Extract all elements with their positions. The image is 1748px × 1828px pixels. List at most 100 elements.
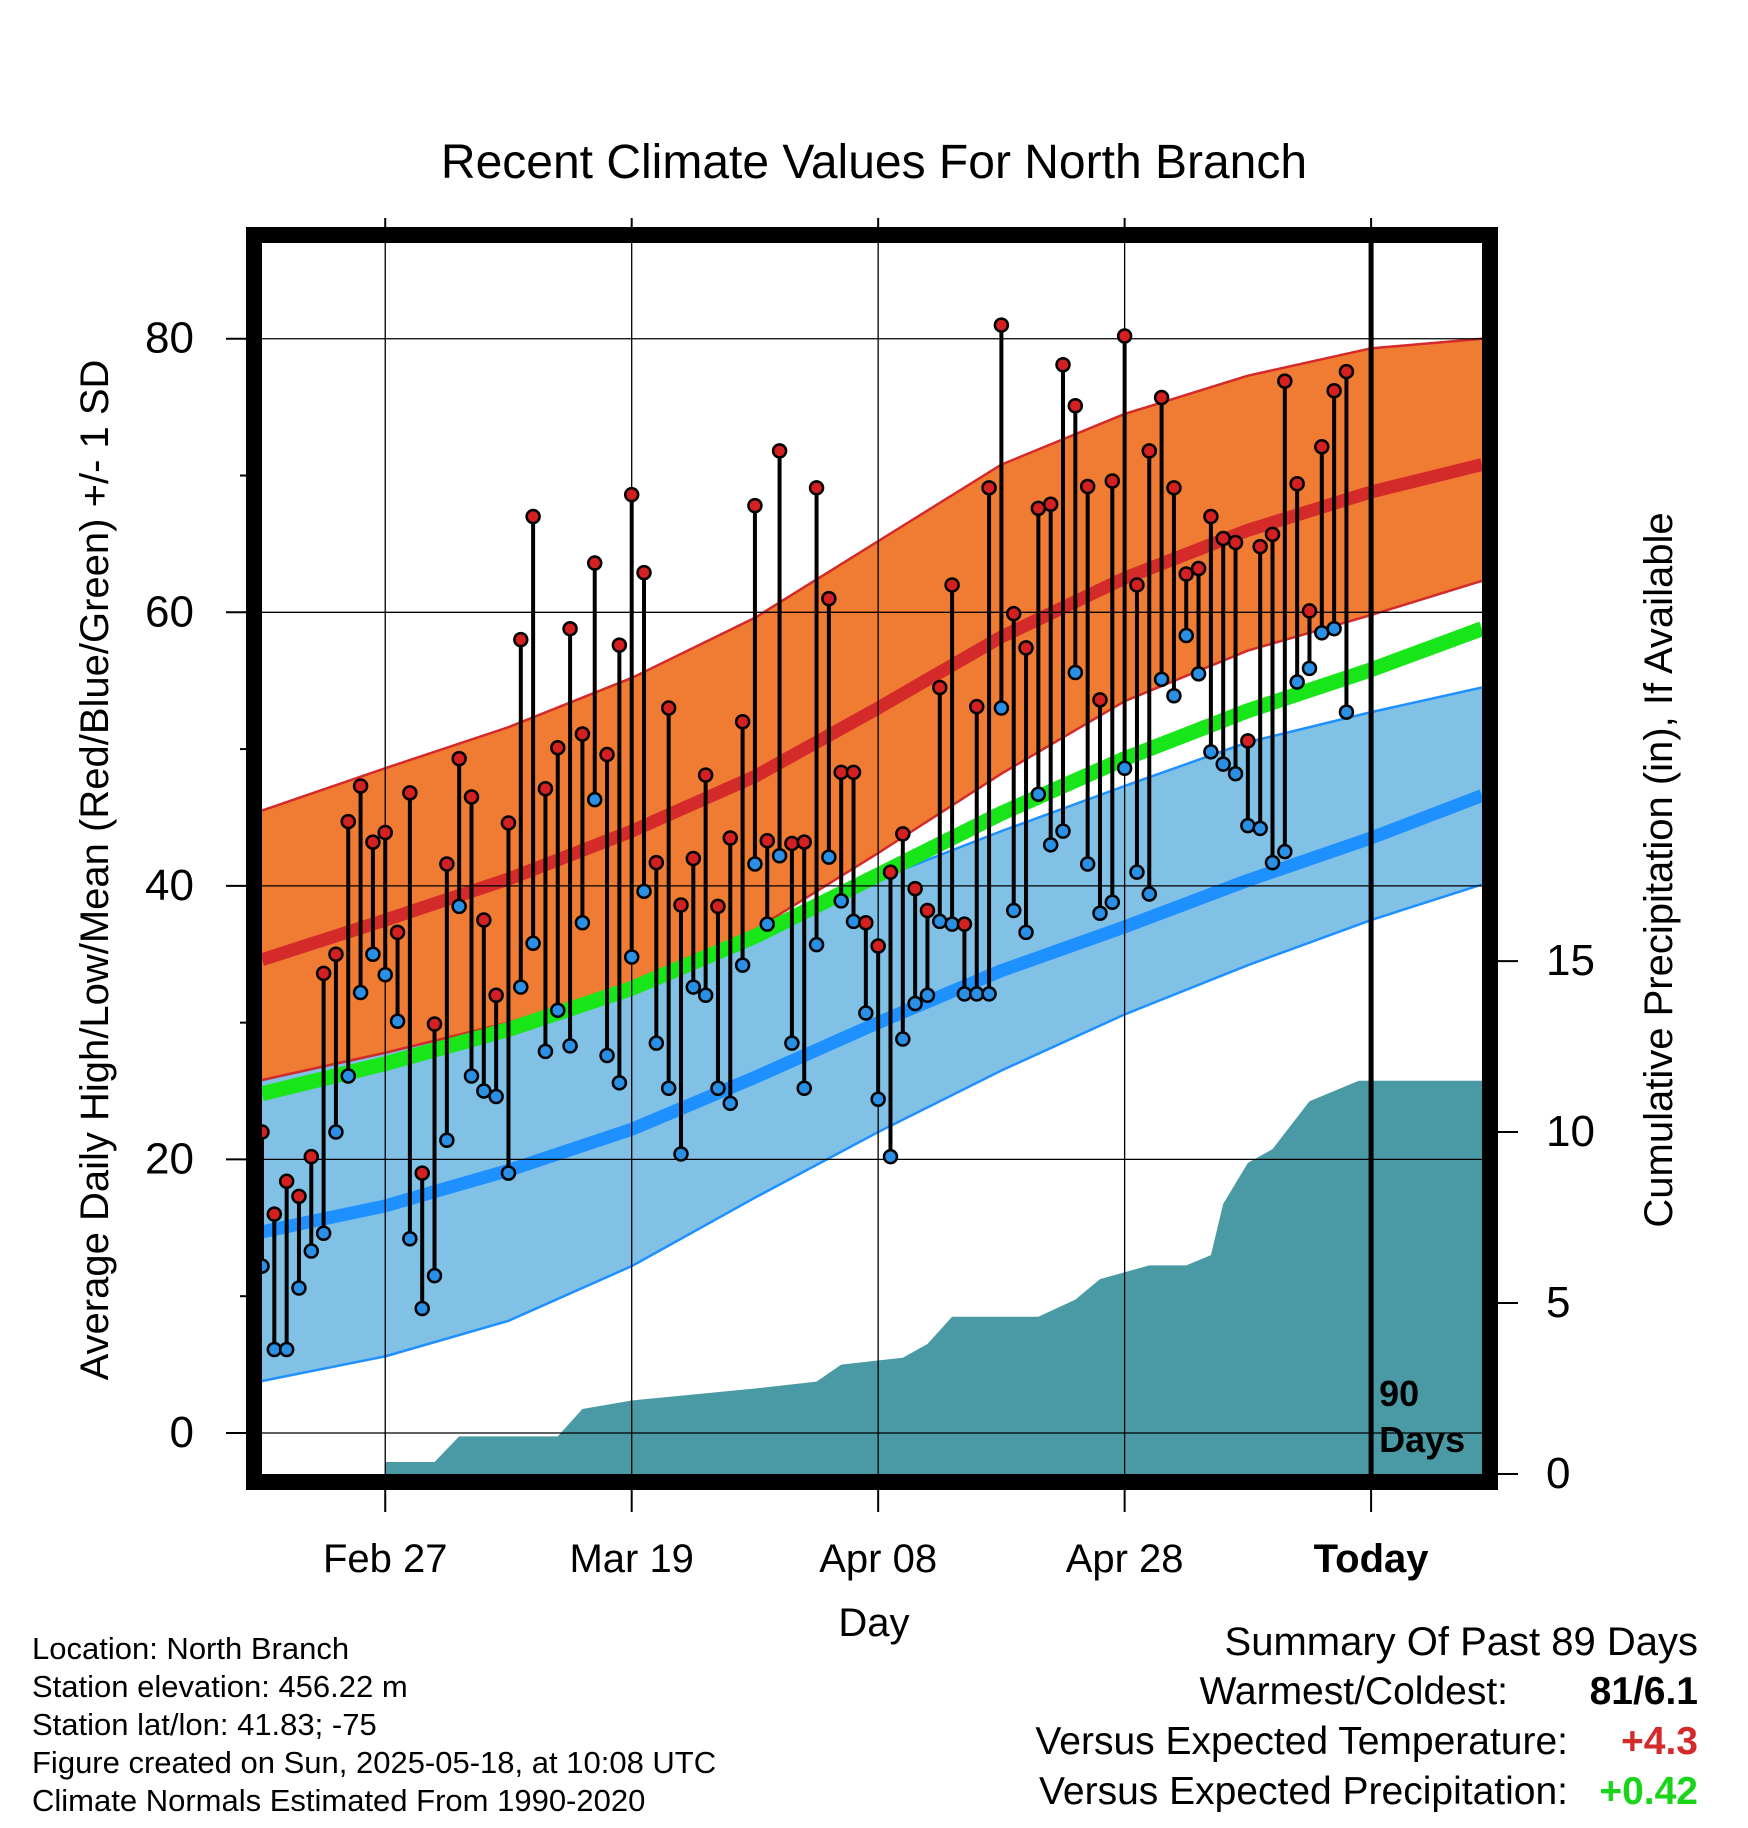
daily-high-point — [1277, 373, 1293, 389]
daily-low-point — [426, 1267, 443, 1284]
daily-high-point — [1166, 480, 1182, 496]
daily-high-point — [389, 924, 406, 941]
summary-temp-value: +4.3 — [1621, 1720, 1698, 1763]
daily-high-point — [1190, 560, 1207, 577]
x-tick-label: Apr 28 — [1066, 1537, 1184, 1581]
daily-high-point — [673, 897, 689, 913]
daily-high-point — [1005, 605, 1022, 622]
daily-high-point — [1178, 566, 1194, 582]
daily-low-point — [1030, 786, 1047, 802]
daily-high-point — [993, 317, 1010, 333]
daily-low-point — [1116, 760, 1133, 776]
plot-frame — [246, 227, 1498, 1490]
daily-high-point — [1092, 692, 1108, 708]
daily-low-point — [907, 995, 923, 1012]
daily-low-point — [1338, 704, 1355, 720]
daily-low-point — [328, 1124, 344, 1140]
daily-low-point — [722, 1095, 739, 1112]
daily-low-point — [1264, 854, 1281, 871]
daily-high-point — [1055, 356, 1071, 373]
y2-axis-label: Cumulative Precipitation (in), If Availa… — [1637, 512, 1681, 1227]
summary-heading: Summary Of Past 89 Days — [1224, 1620, 1698, 1664]
daily-low-point — [833, 893, 849, 909]
daily-low-point — [747, 856, 763, 872]
daily-low-point — [439, 1132, 455, 1149]
daily-high-point — [291, 1188, 307, 1205]
daily-low-point — [525, 935, 541, 952]
daily-high-point — [303, 1148, 320, 1165]
daily-high-point — [574, 726, 591, 742]
daily-low-point — [537, 1043, 554, 1060]
daily-high-point — [1203, 508, 1219, 525]
daily-low-point — [1104, 894, 1121, 911]
daily-high-point — [1141, 443, 1158, 459]
daily-high-point — [328, 946, 344, 962]
daily-high-point — [870, 938, 886, 954]
daily-high-point — [685, 850, 702, 867]
info-latlon: Station lat/lon: 41.83; -75 — [32, 1707, 377, 1742]
daily-low-point — [858, 1005, 874, 1021]
precip-area — [385, 1080, 1482, 1474]
daily-high-point — [377, 824, 393, 841]
daily-low-point — [845, 913, 862, 930]
x-tick-label: Today — [1314, 1537, 1430, 1581]
daily-low-point — [1129, 864, 1145, 880]
daily-high-point — [266, 1206, 283, 1222]
daily-low-point — [759, 916, 776, 932]
daily-high-point — [956, 916, 973, 932]
daily-low-point — [476, 1083, 492, 1099]
summary-warm-cold-value: 81/6.1 — [1589, 1670, 1698, 1713]
daily-high-point — [833, 764, 849, 781]
y2-tick-label: 5 — [1546, 1278, 1570, 1327]
daily-low-point — [1079, 856, 1096, 872]
daily-low-point — [1203, 744, 1219, 760]
daily-low-point — [1005, 902, 1022, 919]
daily-low-point — [648, 1035, 665, 1051]
daily-high-point — [262, 1124, 270, 1140]
x-axis-label: Day — [838, 1601, 909, 1645]
y-tick-label: 20 — [145, 1134, 194, 1183]
summary-precip-value: +0.42 — [1599, 1770, 1698, 1813]
y2-tick-label: 15 — [1546, 936, 1595, 985]
daily-low-point — [278, 1341, 295, 1358]
x-tick-label: Apr 08 — [819, 1537, 937, 1581]
plot-layers: 90 Days — [262, 243, 1482, 1474]
daily-high-point — [895, 826, 911, 842]
daily-low-point — [402, 1230, 418, 1247]
daily-high-point — [1129, 577, 1145, 593]
daily-low-point — [550, 1002, 566, 1019]
daily-high-point — [352, 778, 369, 794]
daily-high-point — [365, 834, 381, 850]
y2-tick-label: 0 — [1546, 1449, 1570, 1498]
daily-low-point — [352, 984, 369, 1001]
daily-high-point — [858, 915, 874, 931]
daily-low-point — [895, 1031, 911, 1047]
summary-warm-cold-label: Warmest/Coldest: — [1199, 1670, 1508, 1713]
daily-high-point — [1326, 382, 1342, 399]
daily-low-point — [968, 986, 985, 1002]
daily-low-point — [389, 1013, 406, 1030]
daily-high-point — [771, 443, 788, 459]
daily-low-point — [882, 1148, 899, 1165]
daily-high-point — [747, 497, 763, 514]
daily-low-point — [919, 987, 936, 1004]
daily-high-point — [414, 1165, 430, 1181]
daily-high-point — [1289, 475, 1305, 492]
daily-low-point — [513, 979, 529, 995]
daily-high-point — [402, 785, 418, 801]
daily-high-point — [710, 898, 726, 915]
daily-high-point — [981, 480, 997, 496]
daily-low-point — [1166, 687, 1182, 704]
daily-high-point — [513, 631, 529, 648]
daily-low-point — [1277, 843, 1293, 860]
daily-high-point — [784, 835, 800, 852]
daily-low-point — [1141, 886, 1158, 902]
today-days-number: 90 — [1379, 1373, 1419, 1414]
daily-high-point — [1153, 389, 1170, 406]
daily-high-point — [845, 764, 862, 781]
daily-high-point — [1079, 478, 1096, 495]
daily-high-point — [968, 698, 985, 715]
daily-high-point — [722, 830, 739, 846]
daily-high-point — [697, 767, 714, 783]
daily-high-point — [340, 813, 357, 830]
